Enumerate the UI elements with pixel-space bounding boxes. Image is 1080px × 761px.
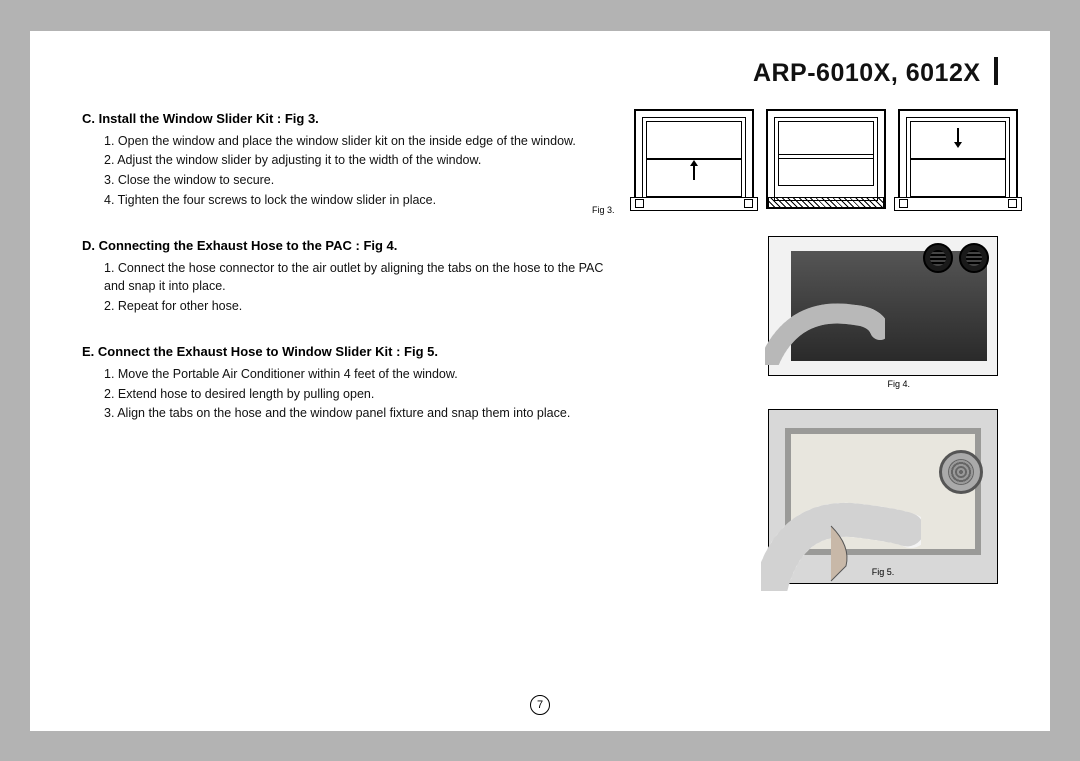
step: 4. Tighten the four screws to lock the w… xyxy=(104,191,612,210)
vent-icon xyxy=(923,243,953,273)
window-diagram-1 xyxy=(634,109,754,209)
fig4-diagram xyxy=(768,236,998,376)
step: 2. Adjust the window slider by adjusting… xyxy=(104,151,612,170)
arrow-up-icon xyxy=(688,158,700,182)
fig4-label: Fig 4. xyxy=(887,379,910,389)
fig3-diagram xyxy=(634,109,1018,209)
model-header: ARP-6010X, 6012X xyxy=(753,57,998,88)
step: 1. Move the Portable Air Conditioner wit… xyxy=(104,365,612,384)
section-d: D. Connecting the Exhaust Hose to the PA… xyxy=(82,238,612,316)
model-text: ARP-6010X, 6012X xyxy=(753,59,981,87)
fig3-label: Fig 3. xyxy=(592,205,615,215)
step: 1. Open the window and place the window … xyxy=(104,132,612,151)
page-number: 7 xyxy=(530,695,550,715)
fig5-diagram: Fig 5. xyxy=(768,409,998,584)
section-d-heading: D. Connecting the Exhaust Hose to the PA… xyxy=(82,238,612,253)
window-diagram-2 xyxy=(766,109,886,209)
section-e-steps: 1. Move the Portable Air Conditioner wit… xyxy=(82,365,612,423)
section-c-heading: C. Install the Window Slider Kit : Fig 3… xyxy=(82,111,612,126)
step: 3. Align the tabs on the hose and the wi… xyxy=(104,404,612,423)
step: 1. Connect the hose connector to the air… xyxy=(104,259,612,297)
instruction-content: C. Install the Window Slider Kit : Fig 3… xyxy=(82,111,612,452)
hose-icon xyxy=(765,295,885,365)
step: 2. Repeat for other hose. xyxy=(104,297,612,316)
vent-icon xyxy=(959,243,989,273)
section-e: E. Connect the Exhaust Hose to Window Sl… xyxy=(82,344,612,423)
step: 3. Close the window to secure. xyxy=(104,171,612,190)
header-bar xyxy=(994,57,998,85)
arrow-down-icon xyxy=(952,126,964,150)
manual-page: ARP-6010X, 6012X C. Install the Window S… xyxy=(30,31,1050,731)
fig5-label: Fig 5. xyxy=(769,567,997,577)
section-d-steps: 1. Connect the hose connector to the air… xyxy=(82,259,612,316)
window-diagram-3 xyxy=(898,109,1018,209)
section-c-steps: 1. Open the window and place the window … xyxy=(82,132,612,210)
step: 2. Extend hose to desired length by pull… xyxy=(104,385,612,404)
section-e-heading: E. Connect the Exhaust Hose to Window Sl… xyxy=(82,344,612,359)
section-c: C. Install the Window Slider Kit : Fig 3… xyxy=(82,111,612,210)
vent-icon xyxy=(939,450,983,494)
